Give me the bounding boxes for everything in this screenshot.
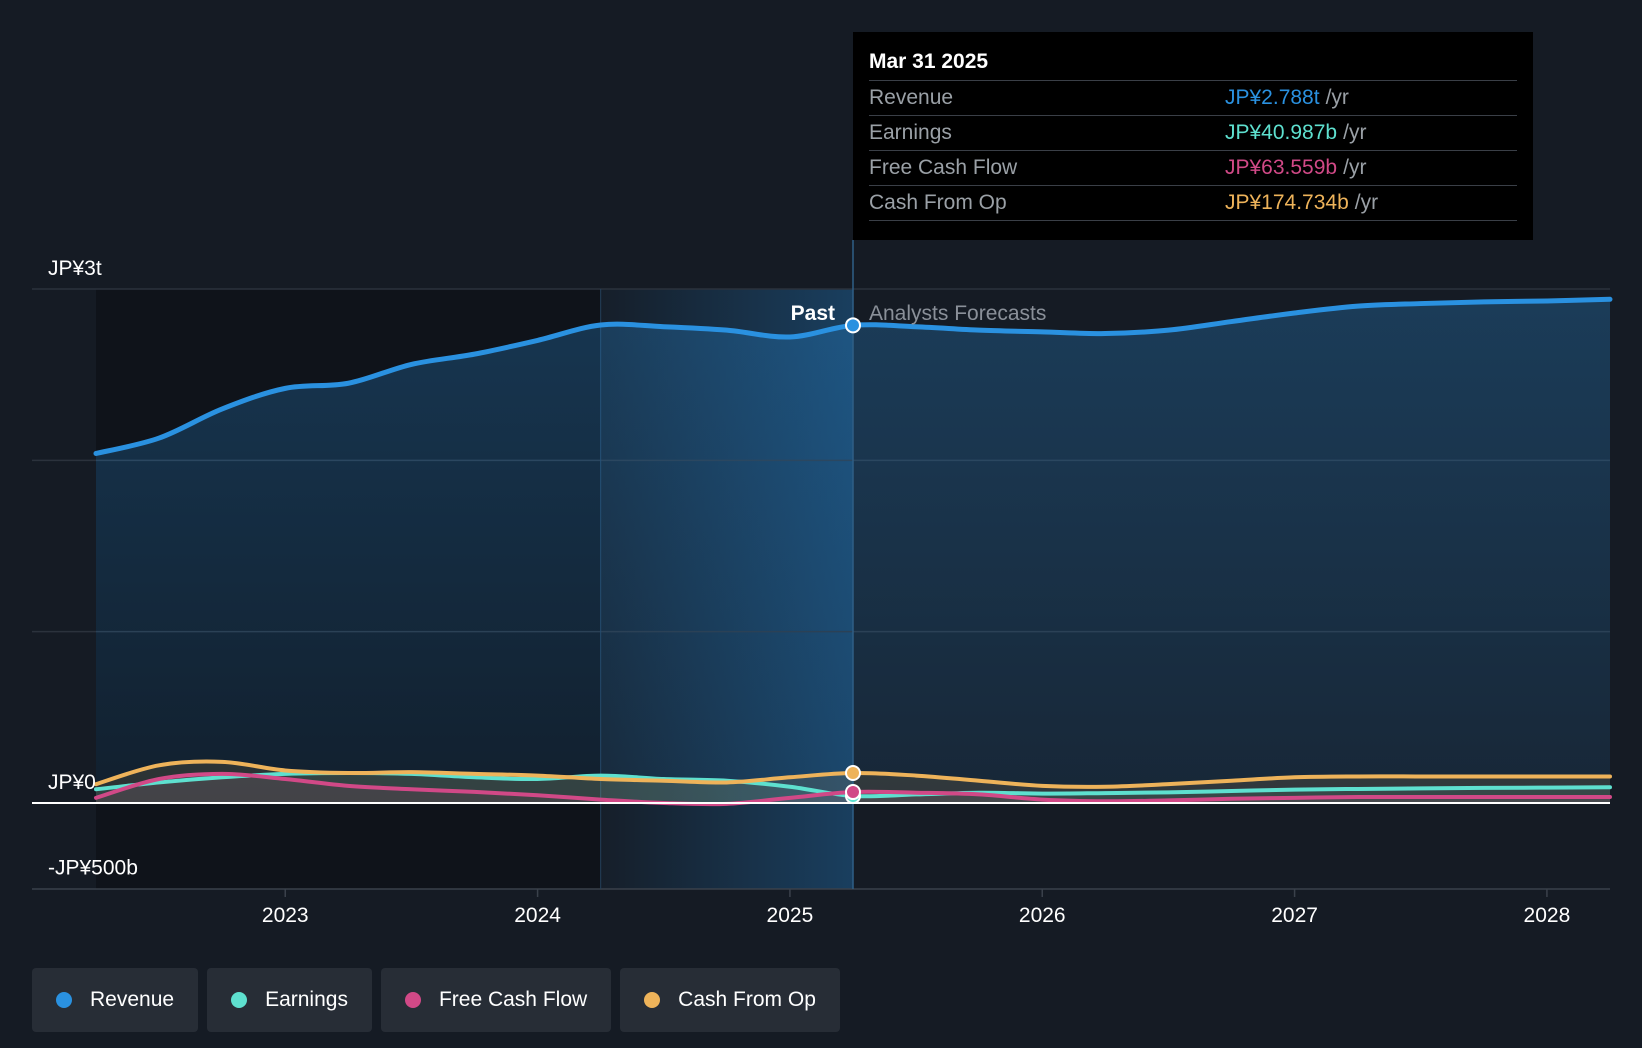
free-cash-flow-dot-icon [404,992,421,1008]
tooltip-label: Free Cash Flow [869,156,1018,179]
revenue-marker[interactable] [845,317,861,334]
tooltip-value-revenue: JP¥2.788t [1225,86,1320,109]
tooltip-row-earnings: Earnings JP¥40.987b /yr [869,116,1517,151]
y-tick-label: -JP¥500b [48,857,138,880]
legend-item-free-cash-flow[interactable]: Free Cash Flow [380,968,612,1032]
x-tick-label: 2026 [1019,904,1066,927]
tooltip-row-free-cash-flow: Free Cash Flow JP¥63.559b /yr [869,151,1517,186]
tooltip-label: Revenue [869,86,954,109]
legend-item-cash-from-op[interactable]: Cash From Op [620,968,840,1032]
tooltip-date: Mar 31 2025 [869,46,1517,81]
tooltip-value-free-cash-flow: JP¥63.559b [1225,156,1338,179]
legend-label: Free Cash Flow [438,988,588,1011]
tooltip-row-cash-from-op: Cash From Op JP¥174.734b /yr [869,186,1517,221]
earnings-dot-icon [231,992,248,1008]
x-tick-label: 2024 [514,904,561,927]
revenue-line [93,296,1613,456]
free-cash-flow-marker[interactable] [845,784,861,801]
tooltip-unit: /yr [1343,121,1367,144]
tooltip-label: Cash From Op [869,191,1007,214]
legend-item-earnings[interactable]: Earnings [207,968,372,1032]
x-tick-label: 2027 [1271,904,1318,927]
tooltip: Mar 31 2025 Revenue JP¥2.788t /yr Earnin… [853,32,1533,240]
past-label: Past [791,302,835,325]
x-tick-label: 2025 [767,904,814,927]
free-cash-flow-area [96,773,1610,805]
tooltip-unit: /yr [1343,156,1367,179]
legend-label: Revenue [90,988,175,1011]
cash-from-op-dot-icon [644,992,661,1008]
tooltip-value-cash-from-op: JP¥174.734b [1225,191,1349,214]
y-tick-label: JP¥0 [48,771,96,794]
x-tick-label: 2023 [262,904,309,927]
chart-svg: Past Analysts Forecasts JP¥3t JP¥0 -JP¥500… [32,240,1613,927]
tooltip-row-revenue: Revenue JP¥2.788t /yr [869,81,1517,116]
legend-item-revenue[interactable]: Revenue [32,968,199,1032]
tooltip-value-earnings: JP¥40.987b [1225,121,1338,144]
forecast-label: Analysts Forecasts [869,302,1046,325]
legend-label: Earnings [265,988,348,1011]
legend: Revenue Earnings Free Cash Flow Cash Fro… [32,968,840,1032]
tooltip-unit: /yr [1354,191,1379,214]
revenue-dot-icon [56,992,72,1008]
earnings-area [96,773,1610,803]
x-tick-label: 2028 [1524,904,1571,927]
y-tick-label: JP¥3t [48,257,102,280]
tooltip-label: Earnings [869,121,952,144]
cash-from-op-marker[interactable] [845,765,861,782]
tooltip-unit: /yr [1325,86,1349,109]
legend-label: Cash From Op [678,988,816,1011]
